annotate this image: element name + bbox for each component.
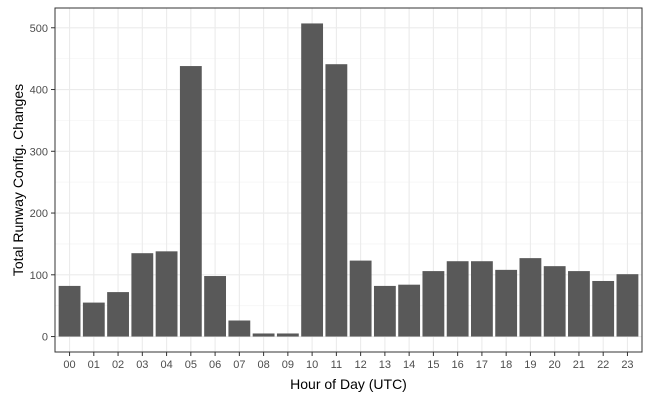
x-tick-label: 06 xyxy=(209,359,221,371)
y-tick-label: 200 xyxy=(30,208,48,220)
bar-14 xyxy=(398,284,421,337)
x-tick-label: 16 xyxy=(452,359,464,371)
bar-10 xyxy=(301,23,324,337)
x-tick-label: 19 xyxy=(524,359,536,371)
bar-21 xyxy=(568,271,590,337)
bar-18 xyxy=(495,269,518,337)
x-axis: 00 01 02 03 04 05 06 07 08 09 10 11 12 13 14 15 16 17 18 19… xyxy=(63,352,634,371)
y-tick-label: 300 xyxy=(30,146,48,158)
bar-17 xyxy=(470,261,493,337)
x-tick-label: 20 xyxy=(549,359,561,371)
bar-09 xyxy=(276,333,299,337)
x-tick-label: 04 xyxy=(160,359,172,371)
bar-22 xyxy=(592,280,615,337)
y-tick-label: 400 xyxy=(30,85,48,97)
bar-02 xyxy=(107,292,129,337)
x-tick-label: 01 xyxy=(88,359,100,371)
x-tick-label: 13 xyxy=(379,359,391,371)
x-tick-label: 11 xyxy=(331,359,342,371)
bar-05 xyxy=(179,66,202,337)
bar-06 xyxy=(204,276,227,337)
x-tick-label: 14 xyxy=(403,359,415,371)
bar-19 xyxy=(519,258,542,337)
bar-13 xyxy=(373,285,396,337)
bar-23 xyxy=(616,274,639,337)
y-axis: 0 100 200 300 400 500 xyxy=(30,23,55,344)
bar-16 xyxy=(446,261,469,337)
x-tick-label: 09 xyxy=(282,359,294,371)
bar-20 xyxy=(543,266,566,337)
panel-border xyxy=(54,7,643,353)
y-tick-label: 0 xyxy=(42,332,48,344)
bar-00 xyxy=(58,285,81,337)
x-tick-label: 07 xyxy=(233,359,245,371)
x-tick-label: 18 xyxy=(500,359,512,371)
x-tick-label: 10 xyxy=(306,359,318,371)
x-tick-label: 23 xyxy=(621,359,633,371)
bar-12 xyxy=(349,260,372,337)
y-tick-label: 500 xyxy=(30,23,48,35)
bar-03 xyxy=(131,253,154,337)
x-tick-label: 22 xyxy=(597,359,609,371)
bar-01 xyxy=(82,302,105,337)
x-tick-label: 15 xyxy=(427,359,439,371)
bar-07 xyxy=(228,320,251,337)
bar-11 xyxy=(325,64,348,337)
x-tick-label: 00 xyxy=(63,359,75,371)
x-axis-title: Hour of Day (UTC) xyxy=(290,376,407,392)
bar-08 xyxy=(252,333,275,337)
x-tick-label: 12 xyxy=(355,359,367,371)
bar-15 xyxy=(422,271,445,337)
x-tick-label: 21 xyxy=(573,359,585,371)
x-tick-label: 17 xyxy=(476,359,488,371)
x-tick-label: 03 xyxy=(136,359,148,371)
y-axis-title: Total Runway Config. Changes xyxy=(10,84,26,276)
bars xyxy=(58,23,639,337)
x-tick-label: 05 xyxy=(185,359,197,371)
x-tick-label: 02 xyxy=(112,359,124,371)
x-tick-label: 08 xyxy=(257,359,269,371)
bar-04 xyxy=(155,251,178,337)
y-tick-label: 100 xyxy=(30,270,48,282)
